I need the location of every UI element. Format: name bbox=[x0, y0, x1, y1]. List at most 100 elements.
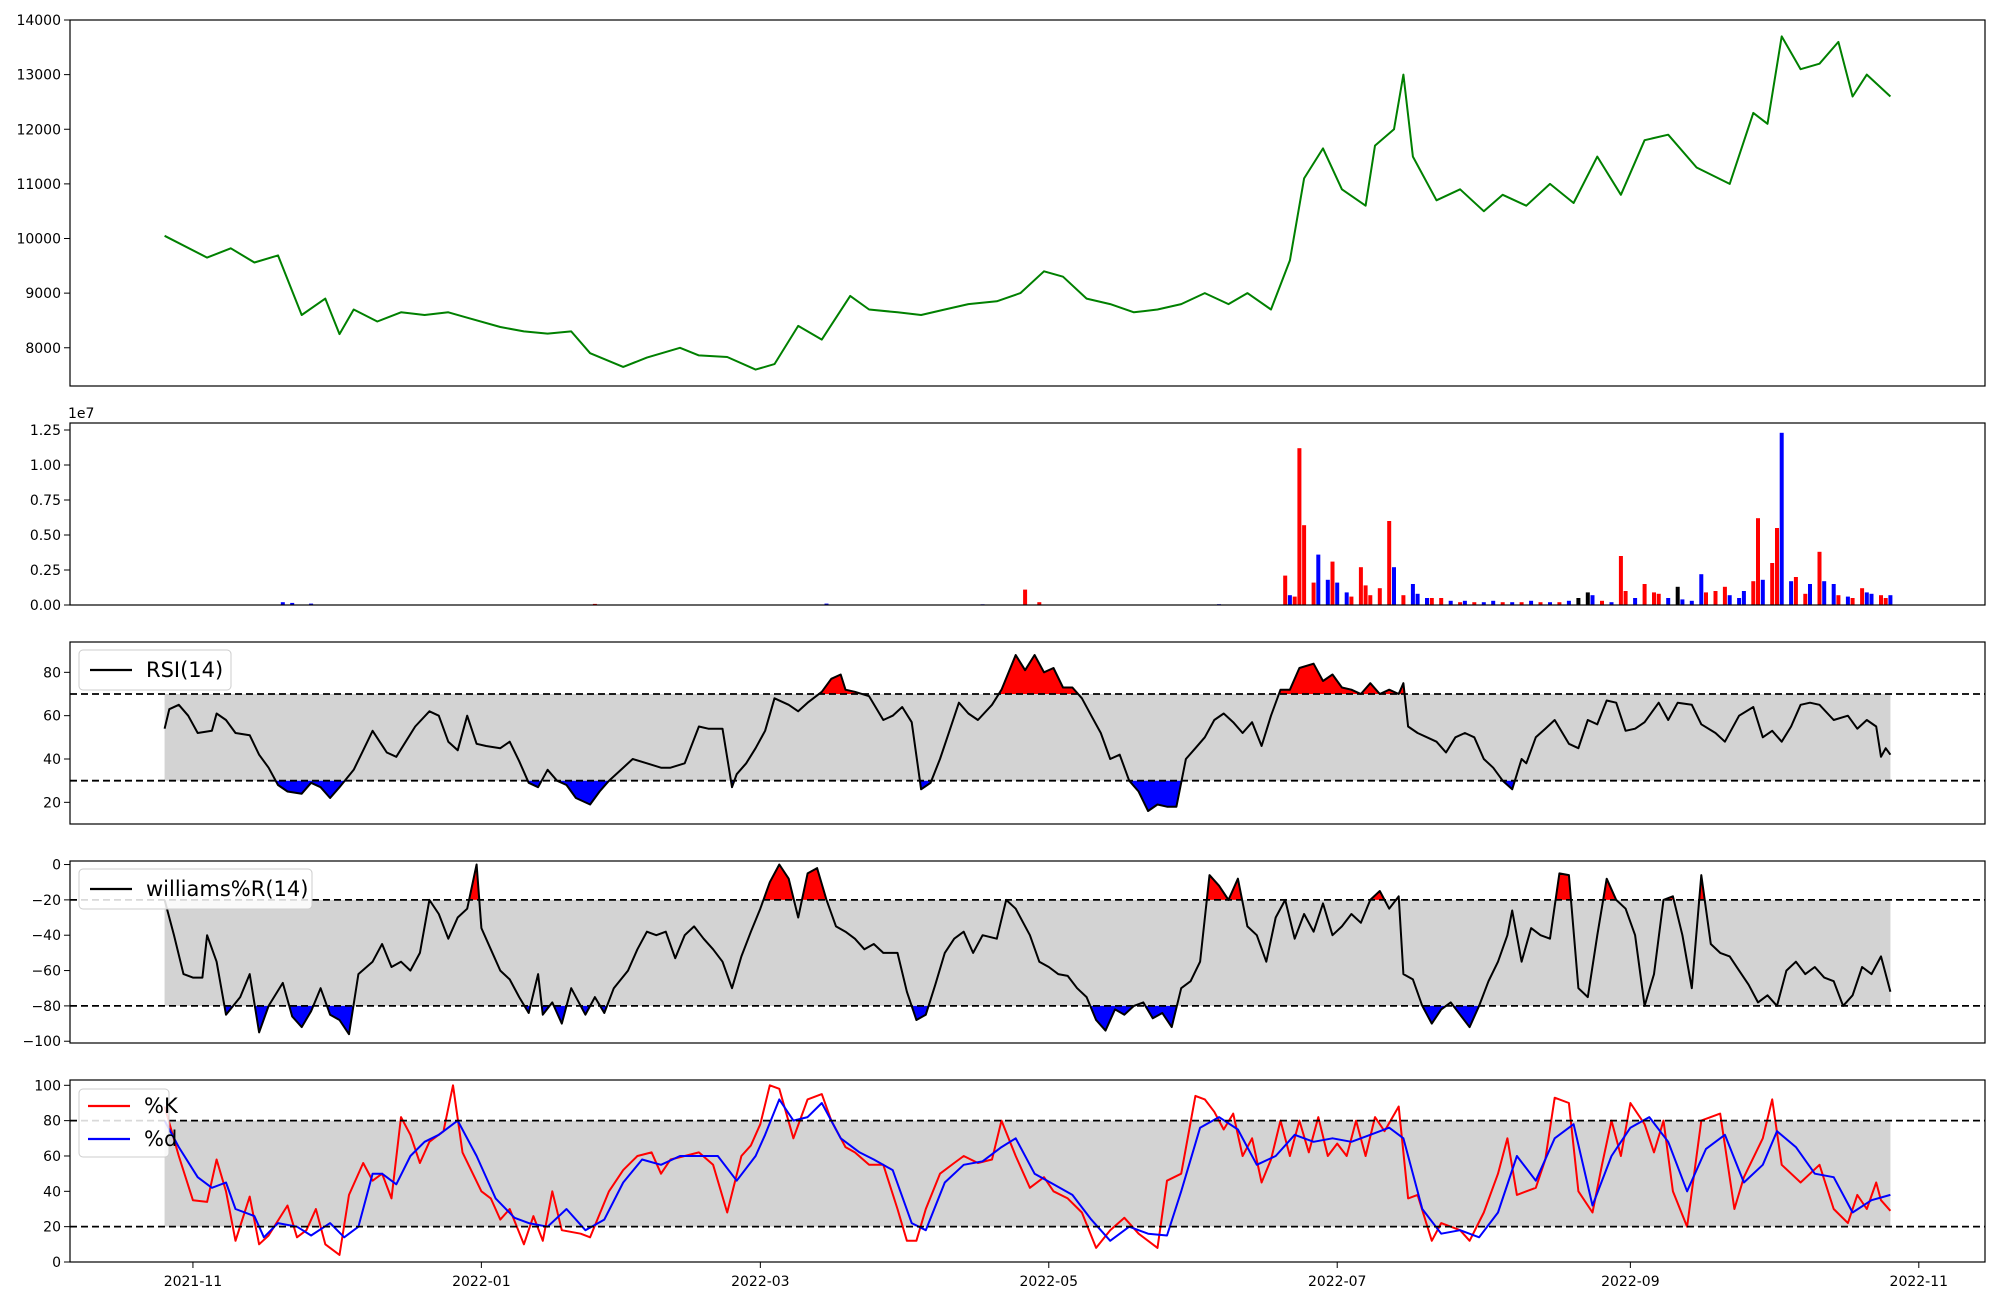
volume-bar bbox=[1472, 602, 1477, 605]
volume-bar bbox=[1704, 592, 1708, 605]
volume-bar bbox=[1335, 582, 1340, 605]
volume-bar bbox=[1529, 600, 1534, 605]
volume-bar bbox=[1590, 595, 1595, 605]
volume-bar bbox=[1713, 591, 1718, 605]
volume-bar bbox=[1760, 579, 1765, 605]
k-legend-label: %K bbox=[144, 1094, 179, 1118]
volume-bar bbox=[1751, 581, 1756, 605]
rsi-overbought-fill bbox=[819, 674, 862, 694]
y-tick-label: −40 bbox=[31, 928, 61, 944]
volume-axes-frame bbox=[69, 422, 1986, 606]
y-tick-label: 13000 bbox=[16, 68, 61, 84]
volume-bar bbox=[1302, 525, 1307, 605]
volume-bar bbox=[1377, 588, 1382, 605]
x-tick-label: 2022-05 bbox=[1020, 1274, 1079, 1290]
y-tick-label: 0.25 bbox=[30, 563, 61, 579]
volume-bar bbox=[1316, 554, 1321, 605]
y-tick-label: 0 bbox=[52, 1255, 61, 1271]
williams-overbought-fill bbox=[763, 864, 794, 900]
volume-bar bbox=[1410, 584, 1415, 605]
x-tick-label: 2022-07 bbox=[1308, 1274, 1367, 1290]
volume-bar bbox=[1656, 593, 1661, 605]
volume-bar bbox=[1566, 600, 1571, 605]
volume-bar bbox=[1879, 595, 1883, 605]
y-tick-label: 40 bbox=[43, 1184, 61, 1200]
williams-overbought-fill bbox=[802, 868, 827, 900]
volume-bar bbox=[1675, 586, 1680, 605]
volume-bar bbox=[1623, 591, 1628, 605]
volume-bar bbox=[290, 602, 295, 605]
y-tick-label: 0.50 bbox=[30, 528, 61, 544]
volume-bar bbox=[1023, 589, 1028, 605]
volume-bar bbox=[1845, 596, 1850, 605]
volume-panel: 0.00 0.25 0.50 0.75 1.00 1.25 1e7 bbox=[30, 406, 1986, 614]
volume-bar bbox=[1325, 579, 1330, 605]
rsi-panel: 20 40 60 80 RSI(14) bbox=[43, 641, 1986, 825]
rsi-neutral-band bbox=[164, 694, 1891, 781]
williams-axes-frame bbox=[69, 860, 1986, 1044]
volume-bar bbox=[1869, 593, 1874, 605]
rsi-overbought-fill bbox=[1360, 683, 1380, 694]
price-axes-frame bbox=[69, 19, 1986, 387]
y-tick-label: 60 bbox=[43, 709, 61, 725]
volume-bar bbox=[1500, 602, 1505, 605]
rsi-oversold-fill bbox=[557, 780, 609, 805]
volume-bar bbox=[1358, 567, 1363, 605]
volume-bar bbox=[1793, 577, 1798, 605]
volume-bar bbox=[1462, 600, 1467, 605]
volume-bar bbox=[1448, 600, 1453, 605]
volume-bar bbox=[1344, 592, 1349, 605]
volume-offset-text: 1e7 bbox=[68, 406, 94, 422]
y-tick-label: −60 bbox=[31, 964, 61, 980]
rsi-line bbox=[163, 654, 1892, 812]
x-tick-label: 2022-11 bbox=[1890, 1274, 1949, 1290]
volume-bar bbox=[1330, 561, 1335, 605]
volume-bar bbox=[1481, 602, 1486, 605]
volume-bar bbox=[1297, 448, 1302, 605]
volume-bar bbox=[1741, 591, 1746, 605]
volume-bar bbox=[1600, 600, 1604, 605]
y-tick-label: 8000 bbox=[25, 341, 61, 357]
volume-bar bbox=[1037, 602, 1042, 605]
y-tick-label: 20 bbox=[43, 1220, 61, 1236]
volume-bar bbox=[1699, 574, 1704, 605]
volume-bar bbox=[1311, 582, 1316, 605]
y-tick-label: 100 bbox=[34, 1078, 61, 1094]
volume-bar bbox=[1401, 595, 1406, 605]
volume-bar bbox=[1756, 518, 1760, 605]
volume-bar bbox=[1548, 602, 1552, 605]
y-tick-label: 60 bbox=[43, 1149, 61, 1165]
volume-bar bbox=[1439, 598, 1444, 605]
stochastic-panel: 0 20 40 60 80 100 %K %d bbox=[34, 1078, 1986, 1271]
volume-bar bbox=[1822, 581, 1827, 605]
volume-bar bbox=[1680, 599, 1685, 605]
rsi-legend-box bbox=[78, 649, 232, 691]
y-tick-label: −20 bbox=[31, 893, 61, 909]
volume-bar bbox=[1888, 595, 1893, 605]
y-tick-label: 9000 bbox=[25, 286, 61, 302]
volume-bar bbox=[1722, 586, 1727, 605]
y-tick-label: 20 bbox=[43, 795, 61, 811]
volume-bar bbox=[1429, 598, 1434, 605]
volume-bar bbox=[1770, 563, 1775, 605]
volume-bar bbox=[1585, 592, 1590, 605]
volume-bar bbox=[1836, 595, 1841, 605]
volume-bar bbox=[1538, 602, 1543, 605]
y-tick-label: 11000 bbox=[16, 177, 61, 193]
price-line bbox=[164, 35, 1892, 371]
volume-bar bbox=[1491, 600, 1496, 605]
volume-bar bbox=[280, 602, 285, 605]
volume-bar bbox=[1779, 432, 1784, 605]
x-tick-label: 2022-03 bbox=[731, 1274, 790, 1290]
volume-bar bbox=[1576, 598, 1581, 605]
volume-bar bbox=[1292, 596, 1297, 605]
x-tick-label: 2022-01 bbox=[452, 1274, 511, 1290]
y-tick-label: 1.00 bbox=[30, 458, 61, 474]
y-tick-label: 40 bbox=[43, 752, 61, 768]
y-tick-label: 1.25 bbox=[30, 423, 61, 439]
y-tick-label: 0.00 bbox=[30, 598, 61, 614]
y-tick-label: 80 bbox=[43, 665, 61, 681]
volume-bar bbox=[1458, 602, 1463, 605]
volume-bar bbox=[1808, 584, 1812, 605]
